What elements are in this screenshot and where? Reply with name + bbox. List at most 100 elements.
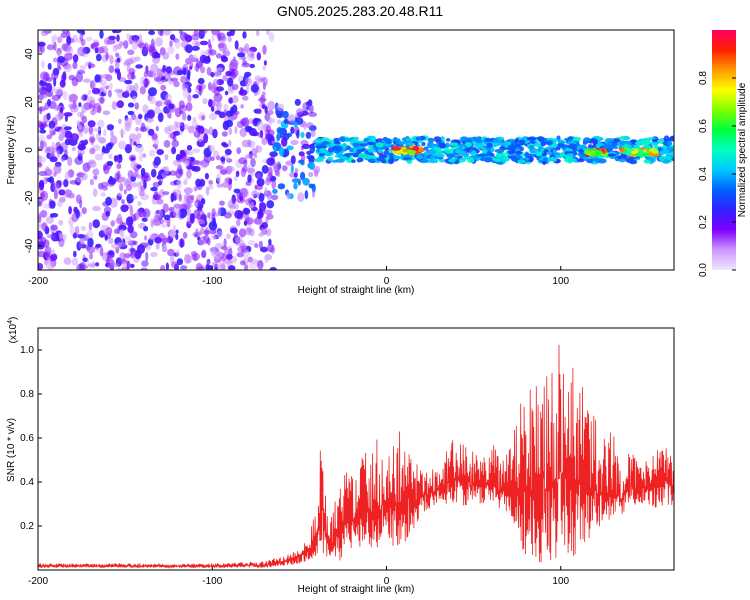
spectrogram-cell bbox=[40, 90, 49, 99]
spectrogram-cell bbox=[124, 144, 132, 154]
spectrogram-cell bbox=[46, 146, 55, 152]
spectrogram-cell bbox=[143, 78, 150, 87]
spectrogram-cell bbox=[300, 171, 306, 181]
spectrogram-cell bbox=[212, 150, 220, 158]
spectrogram-cell bbox=[127, 225, 134, 234]
spectrogram-cell bbox=[483, 137, 492, 143]
spectrogram-cell bbox=[206, 212, 211, 219]
spectrogram-cell bbox=[225, 254, 233, 260]
spectrogram-cell bbox=[242, 95, 249, 101]
spectrogram-cell bbox=[264, 186, 268, 194]
spectrogram-cell bbox=[257, 131, 263, 138]
spectrogram-cell bbox=[223, 212, 232, 219]
spectrogram-cell bbox=[449, 142, 459, 146]
spectrogram-cell bbox=[394, 138, 401, 144]
spectrogram-cell bbox=[313, 165, 321, 174]
spectrogram-cell bbox=[294, 168, 299, 173]
spectrogram-cell bbox=[304, 190, 309, 200]
snr-y-tick-label: 0.8 bbox=[20, 389, 34, 400]
spectrogram-cell bbox=[150, 218, 154, 228]
spectrogram-cell bbox=[277, 183, 286, 190]
spectrogram-cell bbox=[235, 170, 240, 177]
spectrogram-cell bbox=[49, 127, 54, 135]
spectrogram-cell bbox=[92, 188, 98, 198]
spectrogram-cell bbox=[76, 119, 80, 127]
spectrogram-y-tick-label: 40 bbox=[24, 48, 35, 60]
spectrogram-cell bbox=[196, 182, 203, 191]
spectrogram-cell bbox=[130, 75, 137, 80]
spectrogram-cell bbox=[40, 156, 47, 163]
spectrogram-cell bbox=[255, 30, 260, 37]
spectrogram-cell bbox=[153, 76, 162, 82]
spectrogram-cell bbox=[197, 210, 205, 217]
spectrogram-cell bbox=[106, 160, 114, 167]
spectrogram-cell bbox=[514, 138, 520, 144]
spectrogram-cell bbox=[519, 146, 524, 152]
spectrogram-cell bbox=[415, 136, 421, 141]
spectrogram-cell bbox=[529, 156, 534, 163]
spectrogram-cell bbox=[375, 142, 384, 148]
spectrogram-cell bbox=[173, 208, 181, 219]
spectrogram-cell bbox=[291, 178, 301, 184]
spectrogram-cell bbox=[55, 141, 61, 151]
spectrogram-cell bbox=[153, 191, 159, 201]
spectrogram-cell bbox=[492, 137, 500, 143]
spectrogram-cell bbox=[68, 206, 72, 215]
spectrogram-cell bbox=[45, 166, 50, 175]
spectrogram-cell bbox=[308, 171, 314, 178]
spectrogram-cell bbox=[105, 143, 113, 150]
spectrogram-cell bbox=[56, 150, 61, 159]
spectrogram-cell bbox=[159, 218, 164, 225]
spectrogram-cell bbox=[612, 146, 619, 150]
spectrogram-cell bbox=[186, 169, 192, 179]
snr-x-tick-label: -100 bbox=[202, 576, 222, 587]
spectrogram-y-axis-label: Frequency (Hz) bbox=[6, 116, 17, 185]
spectrogram-cell bbox=[192, 94, 199, 99]
spectrogram-cell bbox=[239, 127, 247, 138]
spectrogram-cell bbox=[123, 189, 128, 195]
spectrogram-cell bbox=[364, 154, 372, 160]
spectrogram-cell bbox=[262, 65, 266, 71]
spectrogram-cell bbox=[305, 122, 314, 129]
spectrogram-cell bbox=[124, 117, 133, 127]
spectrogram-cell bbox=[220, 55, 227, 61]
spectrogram-cell bbox=[135, 210, 140, 221]
snr-marks bbox=[38, 344, 674, 569]
spectrogram-cell bbox=[266, 191, 273, 201]
spectrogram-cell bbox=[205, 186, 210, 196]
spectrogram-cell bbox=[50, 213, 54, 218]
spectrogram-cell bbox=[38, 201, 43, 208]
spectrogram-cell bbox=[92, 219, 100, 229]
spectrogram-cell bbox=[264, 209, 273, 215]
spectrogram-cell bbox=[184, 193, 191, 203]
spectrogram-cell bbox=[92, 127, 101, 132]
spectrogram-cell bbox=[385, 138, 392, 145]
spectrogram-cell bbox=[53, 57, 58, 63]
spectrogram-cell bbox=[75, 72, 84, 83]
spectrogram-cell bbox=[225, 119, 234, 128]
spectrogram-cell bbox=[223, 238, 227, 248]
spectrogram-cell bbox=[165, 262, 169, 270]
spectrogram-cell bbox=[141, 173, 149, 182]
spectrogram-cell bbox=[54, 86, 64, 96]
spectrogram-cell bbox=[93, 175, 98, 180]
spectrogram-cell bbox=[248, 263, 258, 270]
spectrogram-cell bbox=[119, 129, 126, 135]
spectrogram-cell bbox=[51, 35, 55, 44]
spectrogram-cell bbox=[179, 31, 188, 42]
spectrogram-cell bbox=[501, 158, 507, 164]
colorbar-gradient bbox=[712, 30, 736, 270]
spectrogram-cell bbox=[473, 137, 483, 144]
spectrogram-cell bbox=[244, 43, 250, 53]
snr-y-tick-label: 0.4 bbox=[20, 477, 34, 488]
spectrogram-cell bbox=[245, 198, 250, 206]
spectrogram-cell bbox=[423, 146, 429, 151]
spectrogram-cell bbox=[200, 66, 206, 74]
spectrogram-cell bbox=[507, 144, 517, 150]
spectrogram-cell bbox=[162, 191, 170, 196]
spectrogram-cell bbox=[197, 231, 202, 236]
spectrogram-cell bbox=[261, 227, 265, 236]
spectrogram-cell bbox=[244, 154, 252, 159]
spectrogram-cell bbox=[246, 165, 251, 174]
spectrogram-cell bbox=[261, 222, 268, 229]
